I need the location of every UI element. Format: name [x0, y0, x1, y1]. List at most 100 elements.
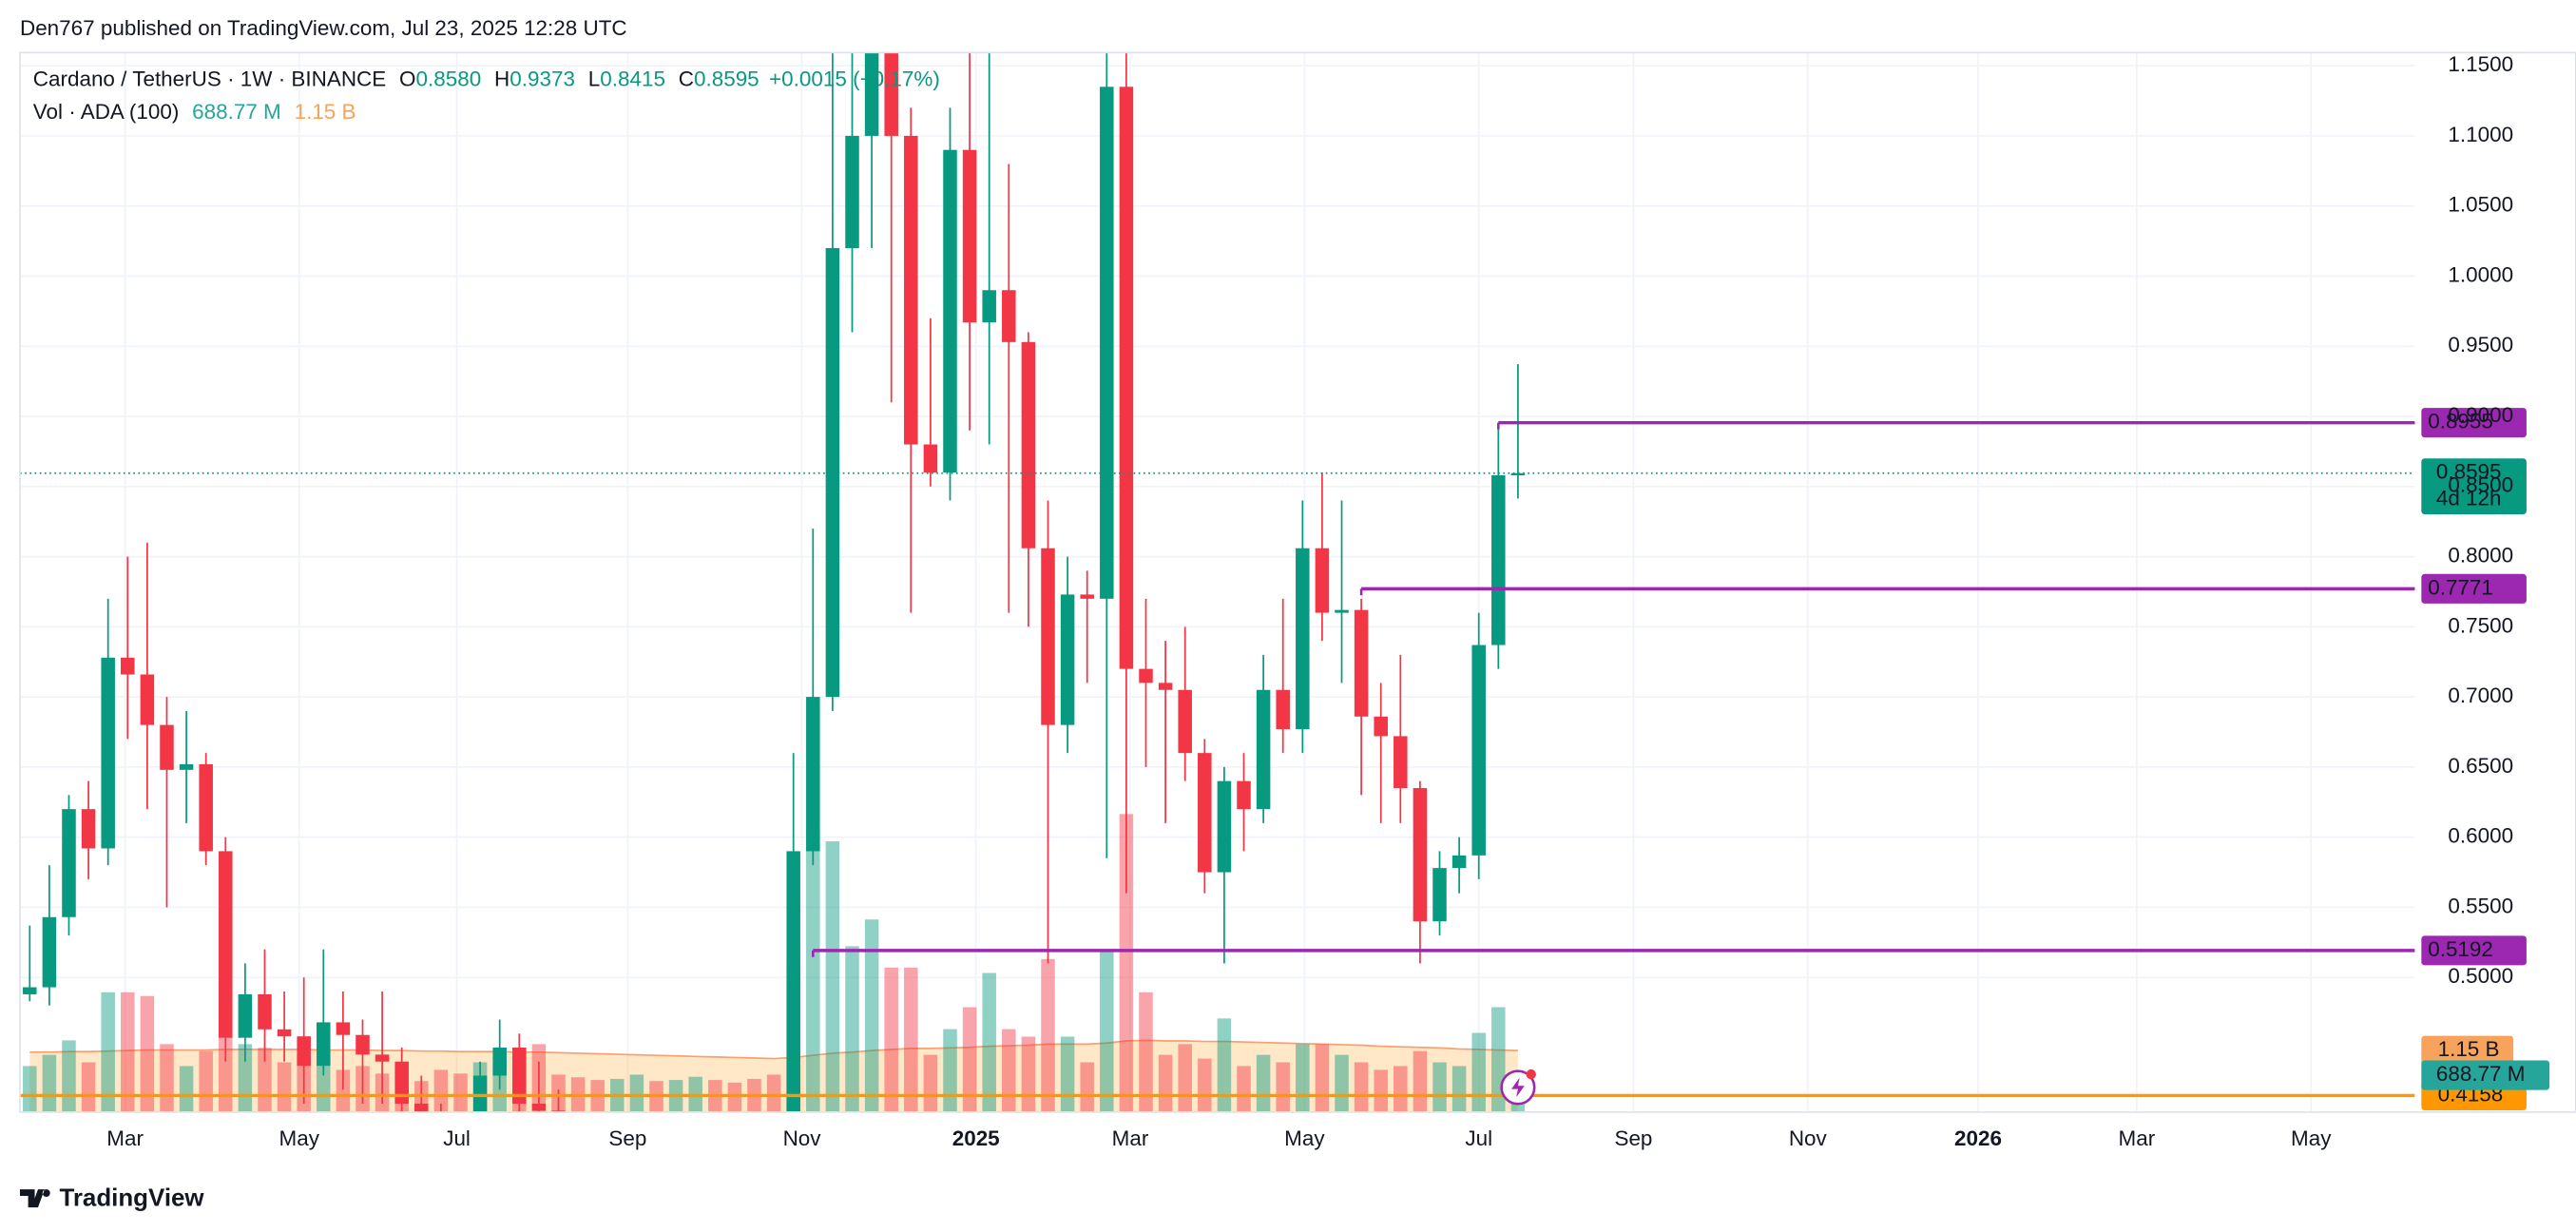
volume-bar — [199, 1050, 213, 1112]
volume-bar — [864, 919, 879, 1112]
candle-body — [1335, 609, 1349, 613]
y-tick-label: 0.7500 — [2448, 613, 2513, 637]
y-tick-label: 0.9500 — [2448, 333, 2513, 356]
y-tick-label: 0.6500 — [2448, 754, 2513, 778]
volume-bar — [1296, 1044, 1310, 1112]
candle-body — [1394, 736, 1408, 789]
legend-change: +0.0015 (+0.17%) — [769, 67, 940, 91]
candle-body — [121, 657, 135, 675]
legend-key: C — [679, 67, 694, 91]
candle-body — [1100, 87, 1114, 599]
last-price-label: 0.8595 — [2436, 460, 2502, 484]
candle-body — [1139, 668, 1153, 683]
candle-body — [1296, 548, 1310, 730]
candle-body — [825, 247, 840, 698]
x-tick-label: Nov — [1789, 1126, 1828, 1150]
plot-area — [19, 52, 2415, 1112]
candle-body — [864, 52, 879, 136]
event-dot — [1526, 1068, 1536, 1080]
level-box — [2421, 935, 2527, 966]
x-tick-label: Mar — [106, 1126, 144, 1150]
volume-bar — [1178, 1044, 1192, 1112]
volume-ma-line — [29, 1039, 1518, 1060]
volume-bar — [1002, 1029, 1016, 1112]
brand: TradingView — [59, 1184, 204, 1211]
y-tick-label: 0.5500 — [2448, 894, 2513, 917]
candle-body — [786, 851, 800, 1112]
volume-bar — [336, 1069, 351, 1112]
candle-body — [1119, 87, 1134, 669]
countdown-label: 4d 12h — [2436, 486, 2502, 510]
level-box — [2421, 573, 2527, 604]
y-tick-label: 0.7000 — [2448, 683, 2513, 707]
brand-logo: TradingView — [19, 1184, 204, 1211]
level-box — [2421, 408, 2527, 438]
candle-body — [923, 444, 938, 473]
volume-bar — [1276, 1062, 1290, 1112]
volume-bar — [121, 991, 135, 1112]
candle-body — [199, 763, 213, 852]
volume-last-label: 688.77 M — [2436, 1062, 2526, 1086]
legend-value: 0.8595 — [694, 67, 759, 91]
candle-body — [179, 763, 194, 770]
volume-bar — [101, 991, 115, 1112]
x-tick-label: May — [279, 1126, 320, 1150]
candle-body — [238, 993, 253, 1038]
candle-body — [1237, 780, 1251, 810]
x-tick-label: May — [1284, 1126, 1325, 1150]
x-tick-label: Mar — [2119, 1126, 2156, 1150]
event-icon — [1510, 1077, 1525, 1098]
candle-body — [1354, 609, 1369, 717]
volume-bar — [160, 1044, 174, 1112]
volume-bar — [923, 1054, 938, 1112]
volume-bar — [1471, 1032, 1486, 1112]
x-tick-label: Sep — [608, 1126, 646, 1150]
legend-volume: Vol · ADA (100) 688.77 M 1.15 B — [33, 100, 356, 124]
candle-body — [160, 724, 174, 770]
x-tick-label: Mar — [1112, 1126, 1149, 1150]
volume-bar — [1198, 1058, 1212, 1112]
volume-bar — [42, 1054, 57, 1112]
volume-bar — [62, 1040, 76, 1112]
y-tick-label: 0.5000 — [2448, 964, 2513, 988]
volume-bar — [845, 946, 859, 1112]
volume-bar — [1119, 814, 1134, 1112]
legend-key: L — [588, 67, 601, 91]
y-tick-label: 0.8000 — [2448, 544, 2513, 568]
candle-body — [472, 1075, 488, 1112]
legend-value: 0.8580 — [416, 67, 482, 91]
candle-body — [317, 1022, 331, 1067]
volume-bar — [1432, 1062, 1447, 1112]
volume-bar — [179, 1066, 194, 1112]
volume-bar — [1237, 1066, 1251, 1112]
candle-body — [531, 1104, 547, 1111]
candle-body — [1315, 548, 1330, 613]
legend-value: 0.9373 — [509, 67, 575, 91]
volume-bar — [277, 1062, 292, 1112]
y-tick-label: 1.1000 — [2448, 123, 2513, 146]
candle-body — [1276, 689, 1290, 730]
candle-body — [1451, 855, 1467, 869]
x-tick-label: Sep — [1614, 1126, 1652, 1150]
volume-bar — [1315, 1044, 1330, 1112]
volume-last-box — [2421, 1060, 2550, 1090]
candle-body — [375, 1054, 390, 1062]
legend-value: 0.8415 — [600, 67, 665, 91]
candle-body — [1198, 753, 1212, 873]
candle-body — [1060, 594, 1075, 725]
legend-main: Cardano / TetherUS · 1W · BINANCE O0.8580… — [33, 67, 940, 91]
volume-bar — [1080, 1062, 1094, 1112]
volume-bar — [766, 1074, 781, 1112]
candle-body — [884, 52, 898, 136]
volume-bar — [1217, 1018, 1232, 1112]
y-tick-label: 0.9000 — [2448, 403, 2513, 427]
volume-bar — [81, 1062, 96, 1112]
legend-title: Cardano / TetherUS · 1W · BINANCE — [33, 67, 386, 91]
candle-body — [1021, 341, 1036, 549]
candle-body — [81, 809, 96, 849]
y-tick-label: 1.1500 — [2448, 52, 2513, 76]
byline: Den767 published on TradingView.com, Jul… — [20, 16, 627, 40]
